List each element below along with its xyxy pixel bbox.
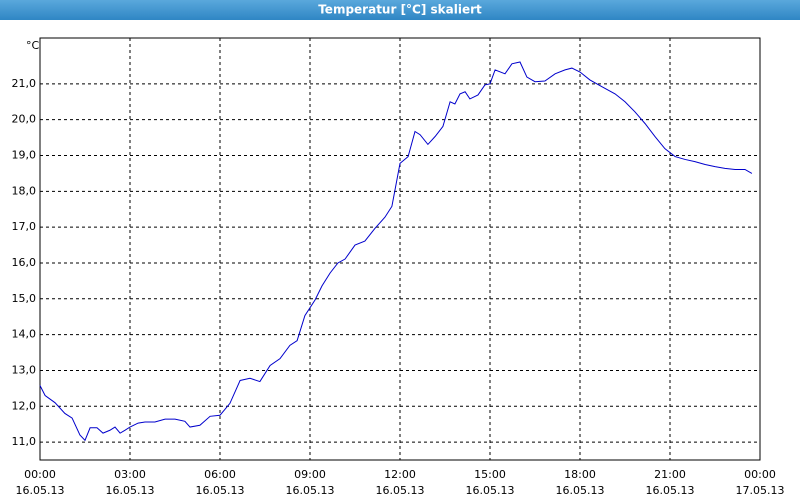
y-tick-label: 12,0 — [12, 399, 37, 412]
y-tick-label: 16,0 — [12, 256, 37, 269]
x-tick-label: 18:00 — [564, 468, 596, 481]
y-tick-label: 15,0 — [12, 292, 37, 305]
y-unit: °C — [26, 39, 40, 52]
x-tick-label: 00:00 — [744, 468, 776, 481]
x-tick-date: 16.05.13 — [106, 484, 155, 497]
y-tick-label: 11,0 — [12, 435, 37, 448]
y-tick-label: 19,0 — [12, 149, 37, 162]
y-tick-label: 18,0 — [12, 184, 37, 197]
y-tick-label: 20,0 — [12, 113, 37, 126]
data-line — [39, 61, 753, 442]
x-tick-label: 09:00 — [294, 468, 326, 481]
x-tick-date: 16.05.13 — [376, 484, 425, 497]
x-tick-date: 16.05.13 — [196, 484, 245, 497]
x-tick-label: 21:00 — [654, 468, 686, 481]
x-tick-date: 16.05.13 — [16, 484, 65, 497]
chart-title: Temperatur [°C] skaliert — [318, 3, 482, 17]
x-tick-date: 16.05.13 — [286, 484, 335, 497]
x-tick-label: 06:00 — [204, 468, 236, 481]
y-tick-label: 17,0 — [12, 220, 37, 233]
x-tick-date: 16.05.13 — [466, 484, 515, 497]
x-tick-label: 15:00 — [474, 468, 506, 481]
y-tick-label: 21,0 — [12, 77, 37, 90]
x-tick-date: 17.05.13 — [736, 484, 785, 497]
title-bar — [0, 0, 800, 20]
y-tick-label: 14,0 — [12, 328, 37, 341]
x-tick-label: 00:00 — [24, 468, 56, 481]
x-tick-label: 12:00 — [384, 468, 416, 481]
y-tick-label: 13,0 — [12, 363, 37, 376]
x-tick-date: 16.05.13 — [556, 484, 605, 497]
x-tick-label: 03:00 — [114, 468, 146, 481]
x-tick-date: 16.05.13 — [646, 484, 695, 497]
